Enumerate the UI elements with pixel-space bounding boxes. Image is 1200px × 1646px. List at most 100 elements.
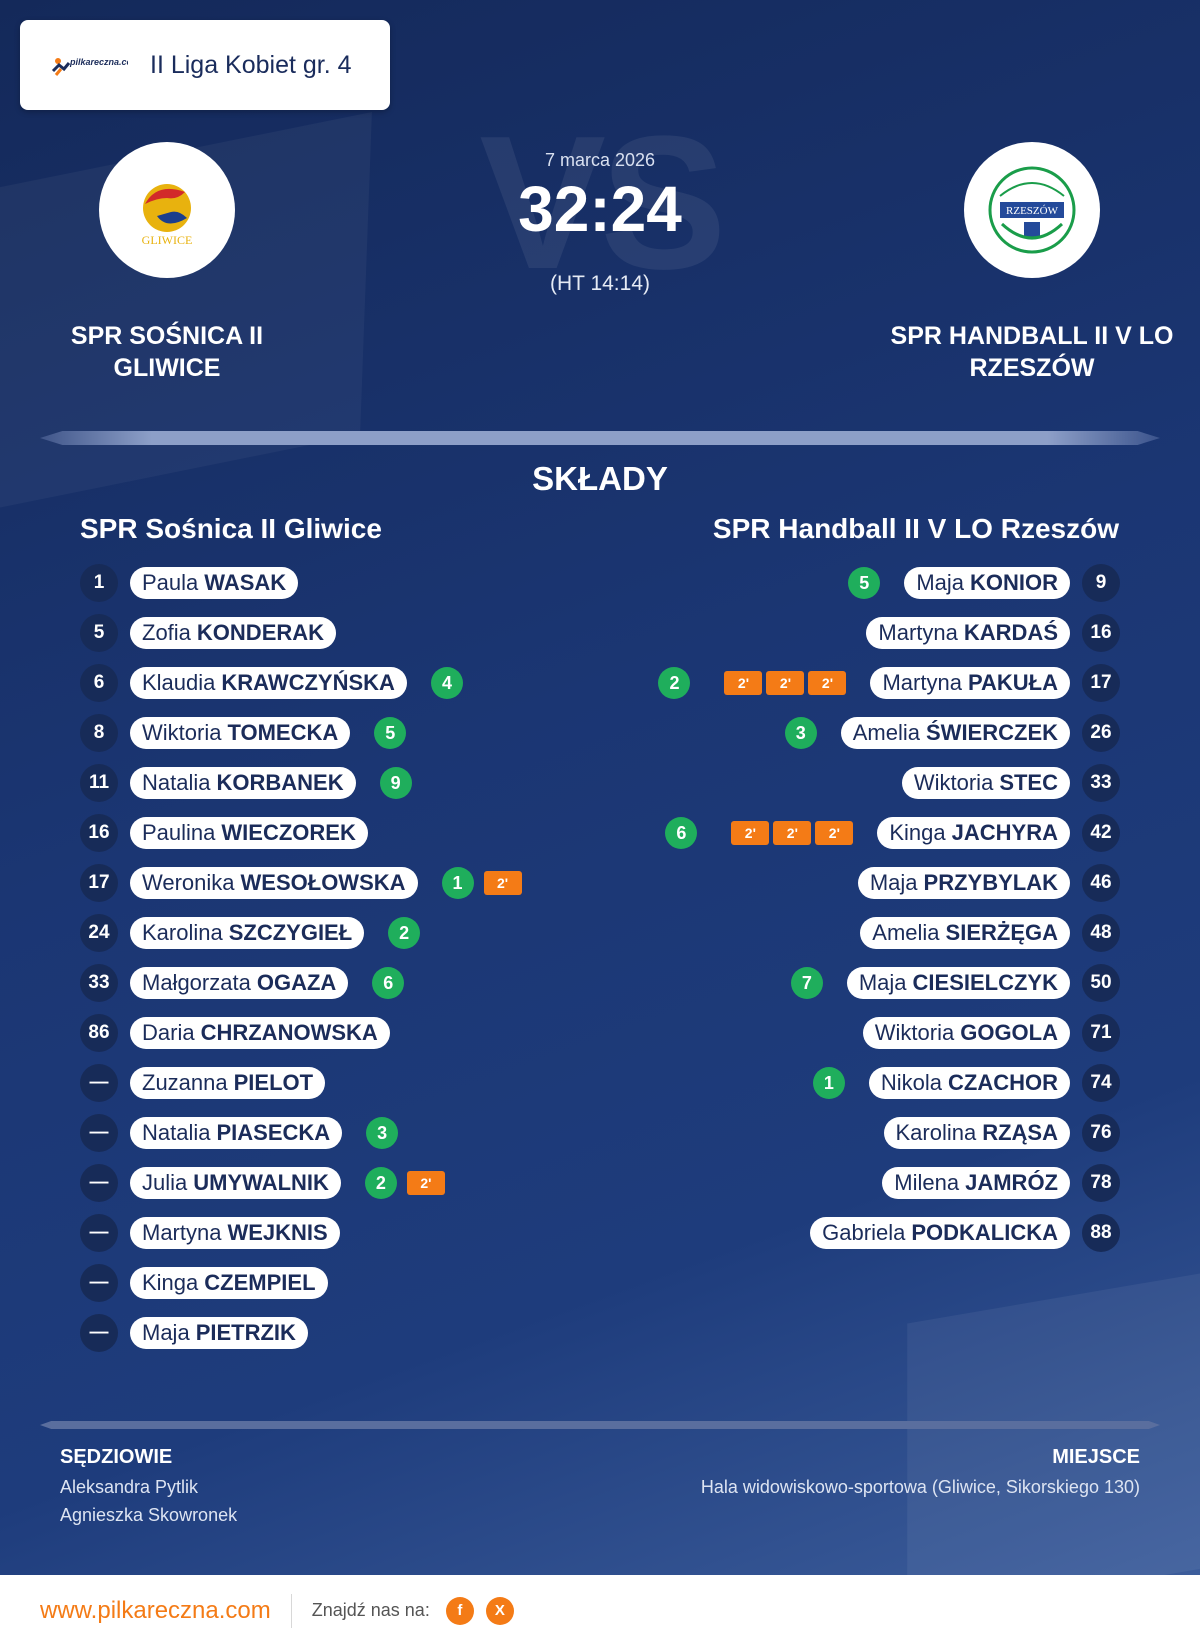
away-lineup-title: SPR Handball II V LO Rzeszów bbox=[712, 513, 1119, 544]
player-first-name: Paulina bbox=[142, 820, 216, 845]
background-shape bbox=[907, 1261, 1200, 1575]
shirt-number: 86 bbox=[80, 1014, 118, 1052]
goals-badge: 5 bbox=[374, 717, 407, 749]
player-row: Martyna KARDAŚ 16 bbox=[560, 608, 1120, 658]
halftime-score: (HT 14:14) bbox=[550, 272, 650, 295]
suspension-badge: 2' bbox=[773, 821, 812, 845]
shirt-number: 42 bbox=[1082, 814, 1120, 852]
referees-label: SĘDZIOWIE bbox=[60, 1446, 173, 1468]
away-logo-text: RZESZÓW bbox=[1006, 205, 1059, 217]
goals-badge: 6 bbox=[665, 817, 698, 849]
home-roster: 1 Paula WASAK 5 Zofia KONDERAK 6 Klaudia KRAWCZY… bbox=[80, 558, 640, 1358]
player-first-name: Amelia bbox=[872, 920, 940, 945]
shirt-number: 17 bbox=[1082, 664, 1120, 702]
vs-watermark: VS bbox=[479, 97, 726, 309]
player-first-name: Kinga bbox=[889, 820, 946, 845]
player-row: 7 Maja CIESIELCZYK 50 bbox=[560, 958, 1120, 1008]
player-surname: PIASECKA bbox=[216, 1120, 331, 1145]
player-surname: WESOŁOWSKA bbox=[240, 870, 406, 895]
player-first-name: Martyna bbox=[882, 670, 962, 695]
player-name: Natalia KORBANEK bbox=[130, 767, 356, 799]
player-surname: WEJKNIS bbox=[227, 1220, 328, 1245]
player-name: Wiktoria GOGOLA bbox=[862, 1017, 1070, 1049]
player-surname: KRAWCZYŃSKA bbox=[221, 670, 395, 695]
player-surname: ŚWIERCZEK bbox=[926, 720, 1058, 745]
player-surname: KONIOR bbox=[970, 570, 1058, 595]
shirt-number: 9 bbox=[1082, 564, 1120, 602]
player-surname: KARDAŚ bbox=[963, 620, 1058, 645]
player-name: Milena JAMRÓZ bbox=[882, 1167, 1070, 1199]
away-team-name: SPR Handball II V LO Rzeszów bbox=[890, 322, 1174, 382]
player-row: 1 Paula WASAK bbox=[80, 558, 640, 608]
suspension-badge: 2' bbox=[731, 821, 770, 845]
suspensions: 2' 2' 2' bbox=[731, 821, 854, 845]
player-row: 6 2' 2' 2' Kinga JACHYRA 42 bbox=[560, 808, 1120, 858]
suspensions: 2' bbox=[483, 871, 522, 895]
player-surname: CZEMPIEL bbox=[204, 1270, 316, 1295]
shirt-number: 78 bbox=[1082, 1164, 1120, 1202]
player-row: Gabriela PODKALICKA 88 bbox=[560, 1208, 1120, 1258]
venue-label: MIEJSCE bbox=[1052, 1446, 1140, 1468]
player-surname: WIECZOREK bbox=[221, 820, 356, 845]
shirt-number: 11 bbox=[80, 764, 118, 802]
player-row: Amelia SIERŻĘGA 48 bbox=[560, 908, 1120, 958]
player-surname: JACHYRA bbox=[951, 820, 1058, 845]
player-first-name: Daria bbox=[142, 1020, 195, 1045]
player-row: 5 Maja KONIOR 9 bbox=[560, 558, 1120, 608]
player-name: Zuzanna PIELOT bbox=[130, 1067, 326, 1099]
player-first-name: Wiktoria bbox=[874, 1020, 955, 1045]
shirt-number: 88 bbox=[1082, 1214, 1120, 1252]
player-surname: SIERŻĘGA bbox=[945, 920, 1058, 945]
x-icon[interactable]: X bbox=[485, 1596, 514, 1625]
shirt-number: — bbox=[80, 1314, 118, 1352]
shirt-number: 48 bbox=[1082, 914, 1120, 952]
player-name: Maja PRZYBYLAK bbox=[857, 867, 1070, 899]
shirt-number: 33 bbox=[1082, 764, 1120, 802]
player-name: Paulina WIECZOREK bbox=[130, 817, 368, 849]
player-row: — Natalia PIASECKA 3 bbox=[80, 1108, 640, 1158]
goals-badge: 7 bbox=[790, 967, 823, 999]
player-name: Wiktoria TOMECKA bbox=[130, 717, 351, 749]
player-row: Karolina RZĄSA 76 bbox=[560, 1108, 1120, 1158]
bottom-bar: www.pilkareczna.com Znajdź nas na: f X bbox=[0, 1575, 1200, 1646]
player-surname: CIESIELCZYK bbox=[912, 970, 1058, 995]
venue-text: Hala widowiskowo-sportowa (Gliwice, Siko… bbox=[700, 1477, 1140, 1497]
facebook-icon[interactable]: f bbox=[445, 1596, 474, 1625]
player-row: 33 Małgorzata OGAZA 6 bbox=[80, 958, 640, 1008]
suspensions: 2' 2' 2' bbox=[724, 671, 847, 695]
goals-badge: 5 bbox=[848, 567, 881, 599]
player-name: Martyna WEJKNIS bbox=[130, 1217, 340, 1249]
player-surname: STEC bbox=[999, 770, 1058, 795]
player-first-name: Natalia bbox=[142, 770, 211, 795]
player-name: Weronika WESOŁOWSKA bbox=[130, 867, 418, 899]
shirt-number: — bbox=[80, 1064, 118, 1102]
website-link[interactable]: www.pilkareczna.com bbox=[40, 1596, 271, 1624]
referee-name: Aleksandra Pytlik bbox=[60, 1477, 199, 1497]
shirt-number: — bbox=[80, 1114, 118, 1152]
player-row: — Maja PIETRZIK bbox=[80, 1308, 640, 1358]
player-name: Wiktoria STEC bbox=[901, 767, 1070, 799]
player-first-name: Gabriela bbox=[822, 1220, 906, 1245]
player-first-name: Wiktoria bbox=[142, 720, 222, 745]
player-name: Klaudia KRAWCZYŃSKA bbox=[130, 667, 407, 699]
player-first-name: Zuzanna bbox=[142, 1070, 228, 1095]
suspension-badge: 2' bbox=[815, 821, 854, 845]
player-name: Gabriela PODKALICKA bbox=[810, 1217, 1070, 1249]
player-row: 5 Zofia KONDERAK bbox=[80, 608, 640, 658]
match-date: 7 marca 2026 bbox=[544, 150, 656, 170]
shirt-number: 8 bbox=[80, 714, 118, 752]
shirt-number: 1 bbox=[80, 564, 118, 602]
player-name: Daria CHRZANOWSKA bbox=[130, 1017, 390, 1049]
goals-badge: 1 bbox=[441, 867, 474, 899]
player-name: Maja CIESIELCZYK bbox=[846, 967, 1070, 999]
player-row: — Kinga CZEMPIEL bbox=[80, 1258, 640, 1308]
goals-badge: 2 bbox=[658, 667, 691, 699]
shirt-number: — bbox=[80, 1164, 118, 1202]
goals-badge: 6 bbox=[372, 967, 405, 999]
player-name: Kinga CZEMPIEL bbox=[130, 1267, 328, 1299]
player-row: 8 Wiktoria TOMECKA 5 bbox=[80, 708, 640, 758]
goals-badge: 3 bbox=[366, 1117, 399, 1149]
lineups-title: SKŁADY bbox=[532, 460, 668, 497]
player-name: Nikola CZACHOR bbox=[868, 1067, 1070, 1099]
player-surname: PIELOT bbox=[233, 1070, 314, 1095]
